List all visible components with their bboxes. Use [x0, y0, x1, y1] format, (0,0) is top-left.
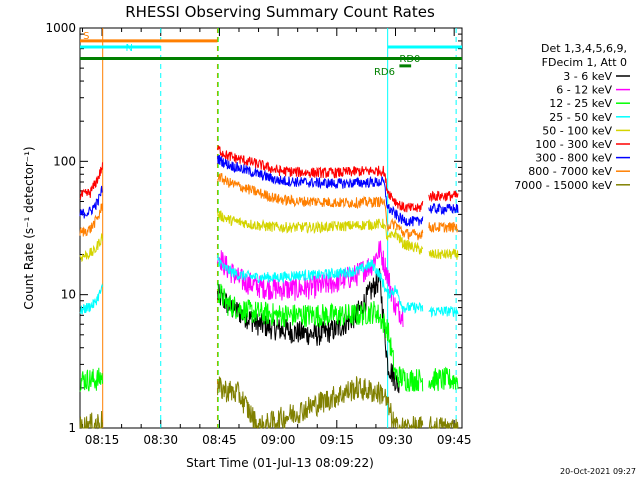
legend-label: 50 - 100 keV	[542, 124, 612, 137]
series-line	[79, 254, 459, 318]
flag-label-rd6: RD6	[374, 67, 395, 78]
timestamp: 20-Oct-2021 09:27	[560, 467, 636, 476]
legend-header-line-1: Det 1,3,4,5,6,9,	[541, 42, 627, 55]
series-line	[79, 173, 459, 241]
y-tick-label: 1000	[45, 21, 76, 35]
y-tick-label: 100	[53, 154, 76, 168]
chart-title: RHESSI Observing Summary Count Rates	[125, 3, 435, 21]
x-tick-label: 09:30	[378, 433, 413, 447]
flag-label-rd0: RD0	[399, 54, 420, 65]
y-tick-label: 1	[68, 421, 76, 435]
legend-label: 7000 - 15000 keV	[514, 179, 612, 192]
x-tick-label: 08:15	[85, 433, 120, 447]
flag-label-n: N	[126, 43, 133, 54]
flag-label-s: S	[83, 31, 89, 42]
x-tick-label: 08:45	[202, 433, 237, 447]
legend-label: 12 - 25 keV	[549, 97, 612, 110]
x-tick-label: 09:45	[437, 433, 472, 447]
plot-area: 1 10 100 1000 08:15 08:30 08:45 09:00 09:15 09:30…	[45, 21, 471, 447]
legend-label: 100 - 300 keV	[535, 138, 612, 151]
series-line	[79, 376, 459, 430]
plot-frame	[79, 27, 463, 429]
x-tick-label: 09:15	[319, 433, 354, 447]
legend-label: 800 - 7000 keV	[528, 165, 612, 178]
x-axis-label: Start Time (01-Jul-13 08:09:22)	[186, 456, 374, 470]
series-line	[79, 210, 459, 263]
series-line	[79, 281, 459, 393]
legend-label: 25 - 50 keV	[549, 111, 612, 124]
legend-label: 300 - 800 keV	[535, 152, 612, 165]
series-line	[79, 154, 459, 227]
series-line	[217, 268, 400, 394]
series-line	[79, 145, 459, 213]
y-axis-label: Count Rate (s⁻¹ detector⁻¹)	[22, 146, 36, 309]
legend-label: 6 - 12 keV	[556, 84, 612, 97]
x-tick-label: 08:30	[143, 433, 178, 447]
x-tick-label: 09:00	[261, 433, 296, 447]
legend-label: 3 - 6 keV	[563, 70, 612, 83]
y-tick-label: 10	[61, 288, 76, 302]
legend-header-line-2: FDecim 1, Att 0	[542, 56, 627, 69]
